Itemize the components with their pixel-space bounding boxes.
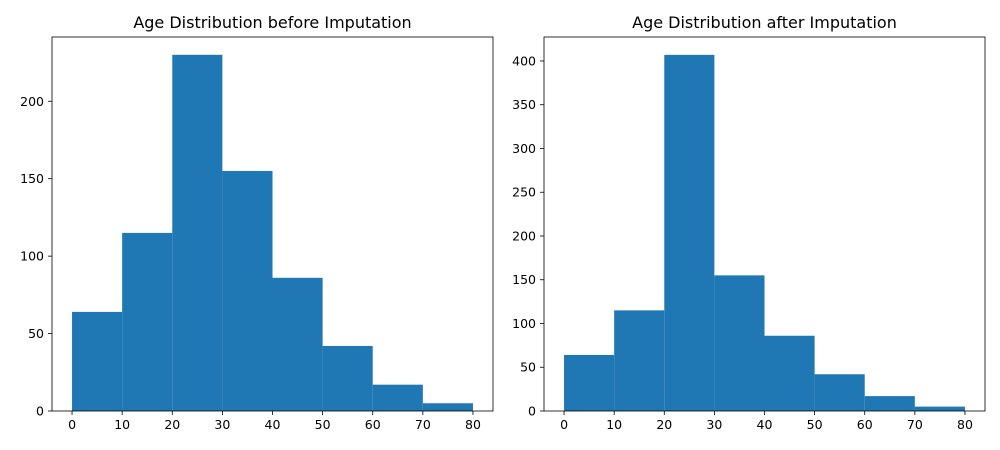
- histogram-bar: [614, 310, 665, 411]
- histogram-bar: [272, 277, 323, 411]
- x-tick-label: 40: [265, 417, 281, 432]
- histogram-bar: [422, 403, 473, 411]
- x-tick-label: 20: [656, 417, 672, 432]
- x-tick-label: 0: [68, 417, 76, 432]
- histogram-bar: [222, 170, 273, 411]
- y-axis: 0 50 100 150 200 250 300 350 400: [512, 53, 544, 419]
- y-tick-label: 50: [520, 360, 536, 375]
- x-tick-label: 70: [415, 417, 431, 432]
- histogram-bar: [322, 345, 373, 411]
- y-tick-label: 150: [512, 272, 536, 287]
- histogram-bar: [814, 374, 865, 411]
- x-tick-label: 60: [857, 417, 873, 432]
- y-tick-label: 300: [512, 141, 536, 156]
- x-tick-label: 30: [214, 417, 230, 432]
- x-axis: 0 10 20 30 40 50 60 70 80: [560, 411, 973, 432]
- histogram-bar: [72, 311, 123, 411]
- x-tick-label: 20: [164, 417, 180, 432]
- histogram-bar: [914, 406, 965, 411]
- histogram-bar: [764, 335, 815, 411]
- bars: [72, 54, 473, 412]
- y-tick-label: 200: [20, 94, 44, 109]
- y-tick-label: 100: [512, 316, 536, 331]
- x-tick-label: 0: [560, 417, 568, 432]
- x-tick-label: 80: [465, 417, 481, 432]
- x-tick-label: 60: [365, 417, 381, 432]
- x-axis: 0 10 20 30 40 50 60 70 80: [68, 411, 481, 432]
- x-tick-label: 30: [706, 417, 722, 432]
- y-tick-label: 100: [20, 249, 44, 264]
- x-tick-label: 50: [807, 417, 823, 432]
- histogram-bar: [172, 54, 223, 412]
- chart-after-imputation: Age Distribution after Imputation 0 10 20 3…: [512, 13, 986, 432]
- y-tick-label: 0: [528, 404, 536, 419]
- y-tick-label: 50: [28, 326, 44, 341]
- y-tick-label: 250: [512, 185, 536, 200]
- x-tick-label: 80: [957, 417, 973, 432]
- histogram-bar: [864, 396, 915, 411]
- histogram-bar: [122, 232, 173, 411]
- x-tick-label: 10: [114, 417, 130, 432]
- y-tick-label: 150: [20, 171, 44, 186]
- histogram-bar: [564, 354, 615, 411]
- chart-title: Age Distribution after Imputation: [632, 13, 897, 32]
- histogram-bar: [714, 275, 765, 411]
- x-tick-label: 50: [315, 417, 331, 432]
- histogram-bar: [372, 384, 423, 411]
- y-tick-label: 400: [512, 53, 536, 68]
- y-tick-label: 0: [36, 404, 44, 419]
- y-axis: 0 50 100 150 200: [20, 94, 52, 419]
- x-tick-label: 10: [606, 417, 622, 432]
- chart-title: Age Distribution before Imputation: [133, 13, 411, 32]
- bars: [564, 54, 965, 411]
- y-tick-label: 200: [512, 228, 536, 243]
- x-tick-label: 70: [907, 417, 923, 432]
- x-tick-label: 40: [757, 417, 773, 432]
- chart-before-imputation: Age Distribution before Imputation 0 10 20…: [20, 13, 494, 432]
- y-tick-label: 350: [512, 97, 536, 112]
- histogram-bar: [664, 54, 715, 411]
